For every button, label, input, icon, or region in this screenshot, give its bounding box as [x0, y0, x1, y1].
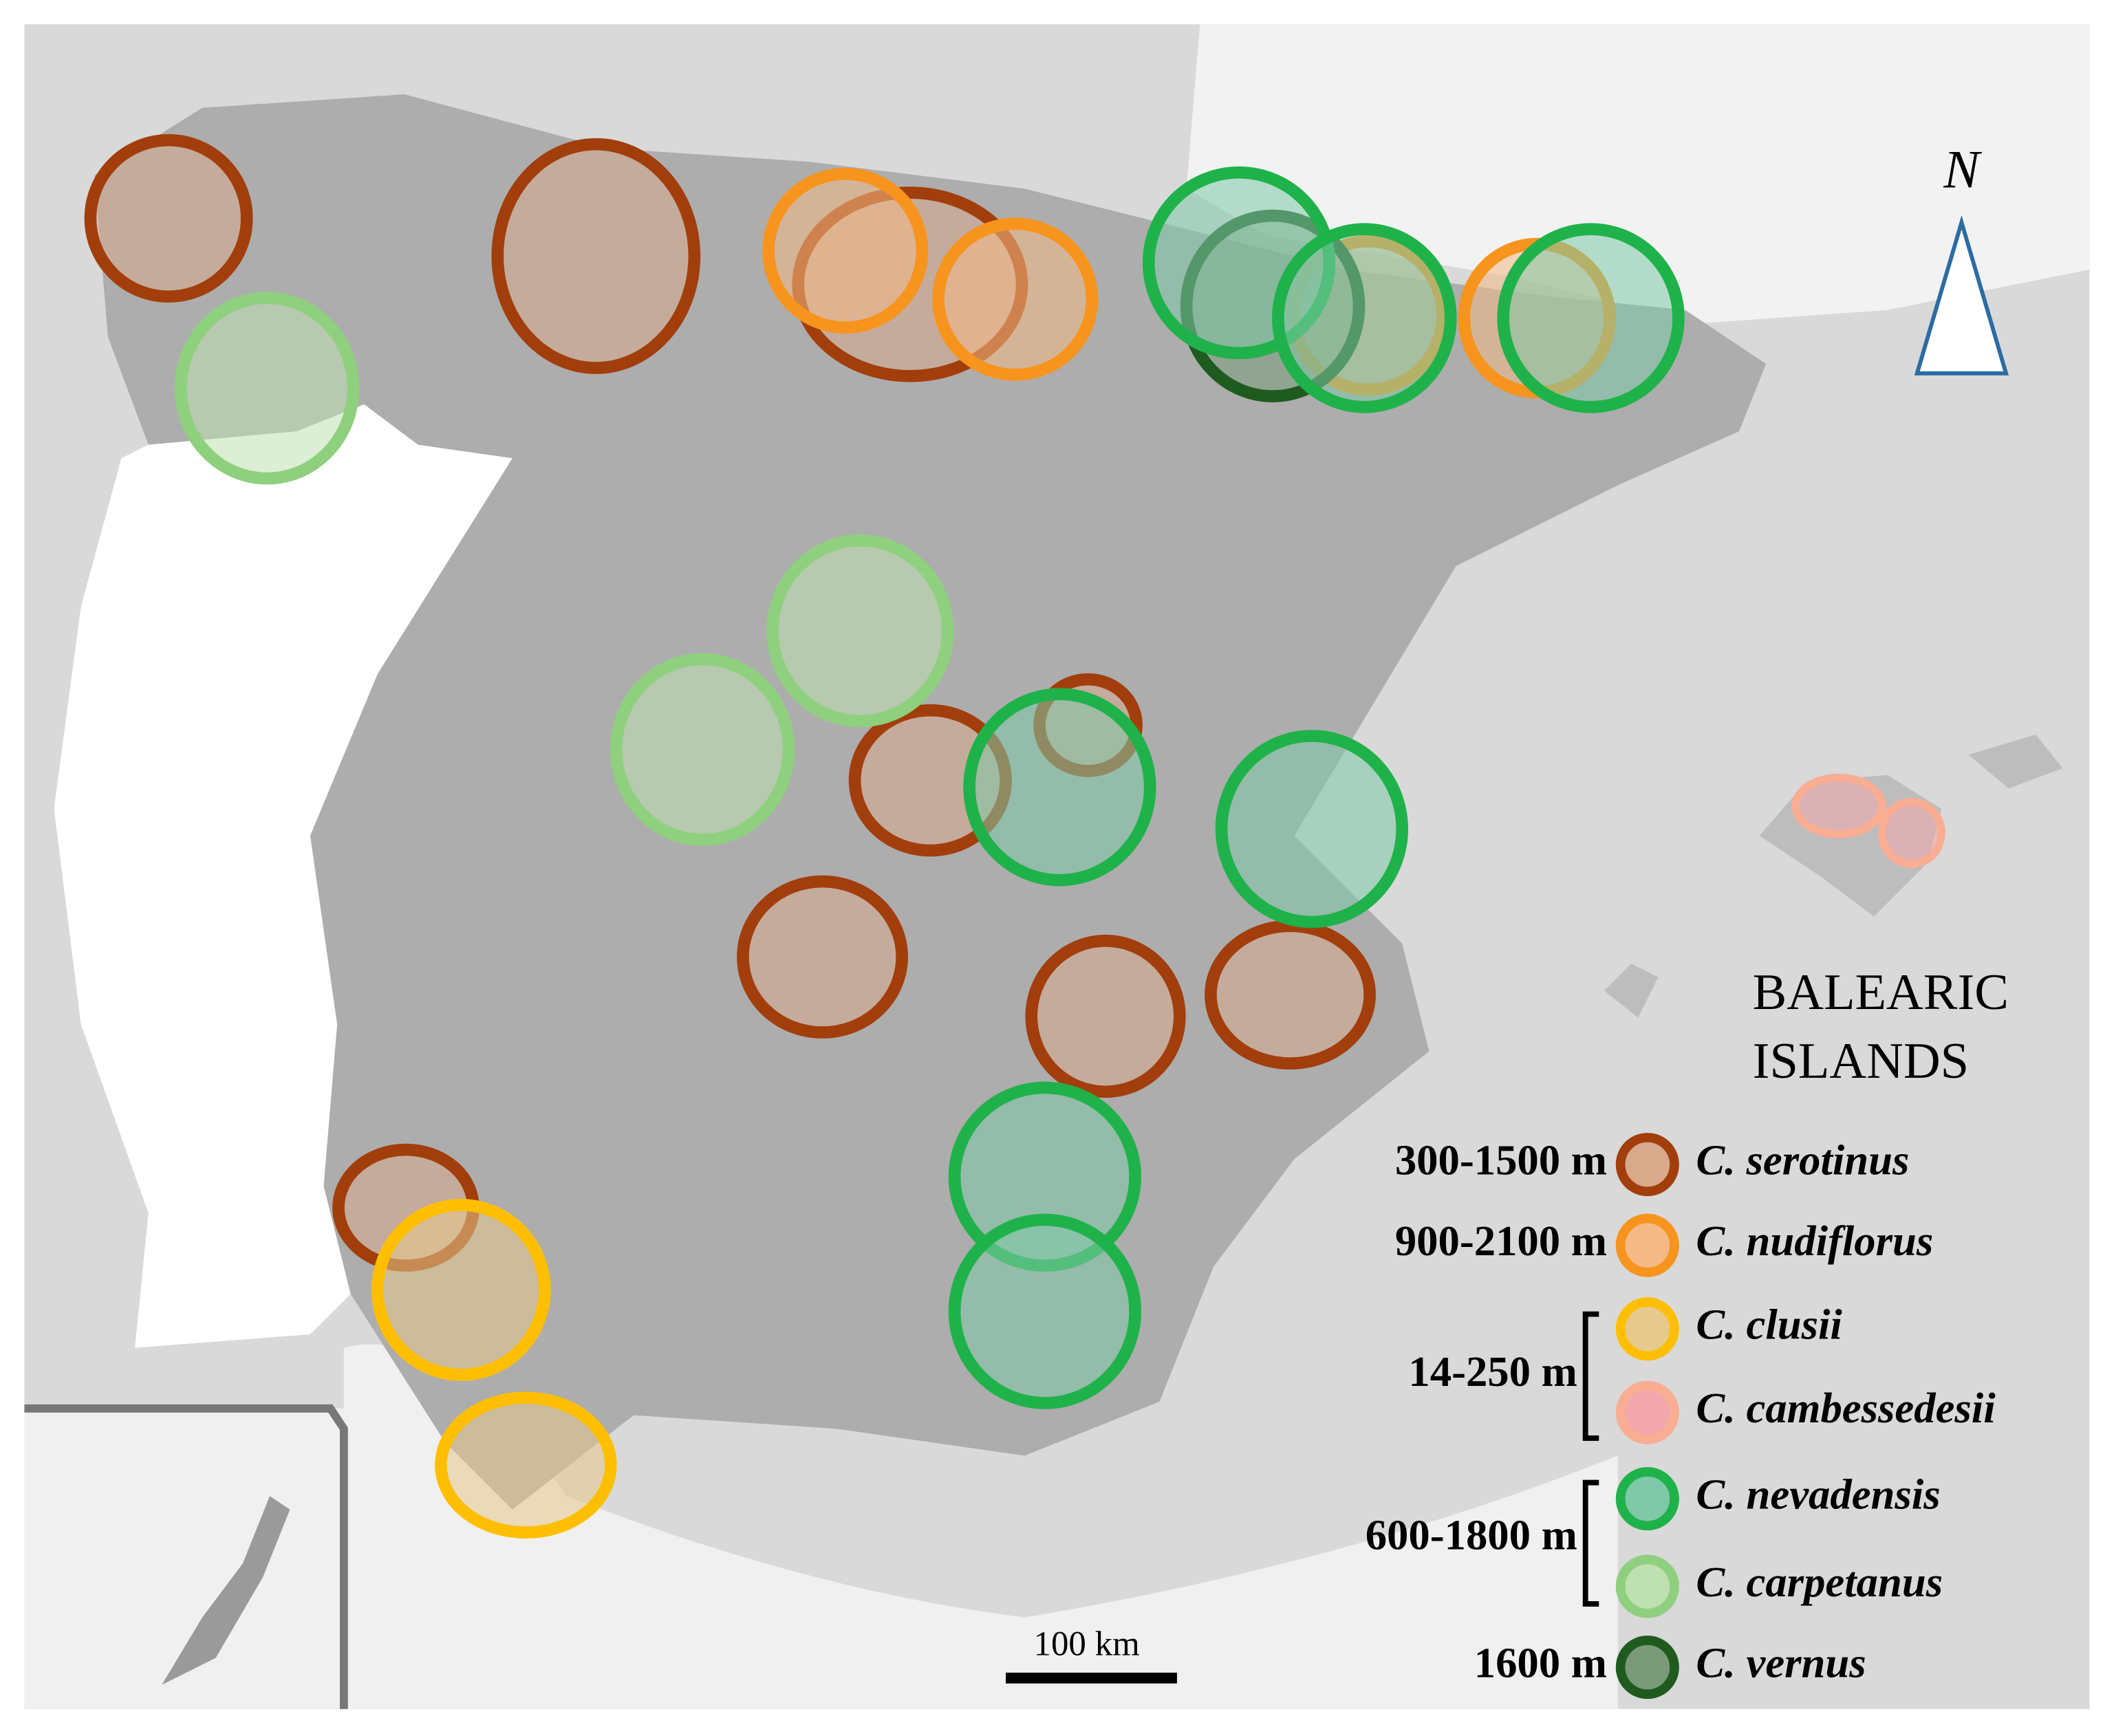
legend-swatch [1615, 1213, 1679, 1277]
legend-swatch [1615, 1467, 1679, 1531]
range-circle [1205, 920, 1376, 1070]
canary-islands [162, 1496, 290, 1685]
ibiza [1604, 964, 1659, 1018]
range-label: 14-250 m [1408, 1347, 1577, 1396]
menorca [1968, 734, 2063, 789]
legend-label: C. nudiflorus [1696, 1217, 1933, 1265]
inset-frame [24, 1404, 348, 1709]
region-label: ISLANDS [1753, 1033, 1969, 1089]
legend-swatch [1615, 1133, 1679, 1197]
range-circle [1025, 935, 1186, 1098]
africa-coast [343, 1344, 1618, 1709]
range-circle [963, 688, 1156, 887]
range-circle [948, 1213, 1141, 1409]
range-circle [1791, 773, 1886, 838]
range-circle [610, 653, 795, 846]
scale-label: 100 km [1033, 1625, 1139, 1663]
north-triangle [1914, 215, 2009, 376]
range-circle [491, 138, 701, 374]
legend-swatch [1615, 1636, 1679, 1700]
legend-label: C. cambessedesii [1696, 1384, 1996, 1432]
legend: 300-1500 m 900-2100 m 14-250 m 600-1800 … [1366, 1133, 1996, 1700]
portugal [54, 404, 513, 1348]
bracket [1582, 1479, 1599, 1607]
range-circle [762, 167, 929, 334]
legend-label: C. serotinus [1696, 1136, 1909, 1184]
range-circle [1215, 730, 1408, 929]
range-circle [174, 292, 360, 485]
legend-swatch [1615, 1554, 1679, 1618]
range-circle [84, 133, 253, 303]
legend-label: C. clusii [1696, 1301, 1842, 1349]
region-label: BALEARIC [1753, 964, 2009, 1021]
range-label: 300-1500 m [1395, 1136, 1607, 1184]
range-circles [84, 133, 1945, 1539]
bracket [1582, 1311, 1599, 1441]
range-circle [435, 1391, 617, 1539]
range-circle [1877, 798, 1945, 868]
range-circle [932, 217, 1099, 381]
range-label: 600-1800 m [1366, 1510, 1577, 1559]
legend-label: C. nevadensis [1696, 1470, 1940, 1518]
legend-swatch [1615, 1380, 1679, 1444]
legend-label: C. carpetanus [1696, 1558, 1943, 1606]
range-circle [766, 534, 954, 728]
africa [24, 1408, 344, 1709]
range-circle [1497, 223, 1685, 413]
range-circle [371, 1199, 551, 1381]
legend-swatch [1615, 1297, 1679, 1361]
range-circle [737, 875, 908, 1039]
north-arrow: N [1914, 140, 2009, 376]
north-label: N [1943, 140, 1982, 199]
range-label: 900-2100 m [1395, 1217, 1607, 1265]
legend-label: C. vernus [1696, 1638, 1866, 1686]
range-label: 1600 m [1474, 1638, 1607, 1686]
range-circle [1272, 223, 1457, 413]
